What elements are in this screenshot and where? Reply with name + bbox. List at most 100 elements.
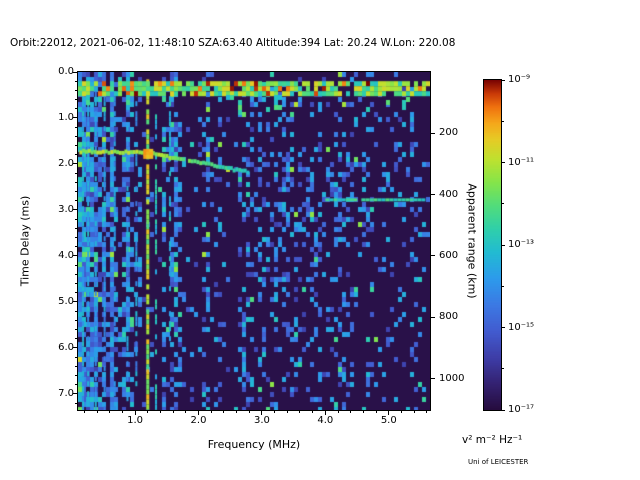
y-minor-tick-mark xyxy=(75,191,77,193)
y-minor-tick-mark xyxy=(75,292,77,294)
x-minor-tick-mark xyxy=(413,411,415,413)
colorbar-minor-tick-mark xyxy=(502,203,504,205)
y-tick-label: 6.0 xyxy=(58,341,74,353)
x-minor-tick-mark xyxy=(109,411,111,413)
colorbar-units-label: v² m⁻² Hz⁻¹ xyxy=(462,434,523,446)
x-minor-tick-mark xyxy=(426,411,428,413)
range-tick-mark xyxy=(431,378,435,380)
y-minor-tick-mark xyxy=(75,181,77,183)
y-tick-mark xyxy=(73,71,77,73)
y-minor-tick-mark xyxy=(75,375,77,376)
x-tick-mark xyxy=(324,411,326,415)
y-minor-tick-mark xyxy=(75,172,77,174)
range-tick-label: 1000 xyxy=(439,372,465,384)
x-minor-tick-mark xyxy=(147,411,149,413)
x-tick-mark xyxy=(134,411,136,415)
x-minor-tick-mark xyxy=(350,411,352,413)
colorbar-minor-tick-mark xyxy=(502,285,504,287)
y-minor-tick-mark xyxy=(75,402,77,404)
y-minor-tick-mark xyxy=(75,283,77,285)
x-minor-tick-mark xyxy=(274,411,276,413)
spectrogram-canvas xyxy=(77,71,431,411)
colorbar-tick-mark xyxy=(502,327,505,328)
range-tick-mark xyxy=(431,255,435,257)
colorbar-tick-label: 10⁻⁹ xyxy=(508,74,531,85)
colorbar-tick-label: 10⁻¹³ xyxy=(508,239,535,250)
x-axis-label: Frequency (MHz) xyxy=(207,438,301,451)
colorbar-tick-mark xyxy=(502,79,505,81)
y-tick-mark xyxy=(73,117,77,119)
y-minor-tick-mark xyxy=(75,99,77,101)
y-minor-tick-mark xyxy=(75,273,77,275)
y-minor-tick-mark xyxy=(75,108,77,110)
y-minor-tick-mark xyxy=(75,237,77,239)
y-minor-tick-mark xyxy=(75,264,77,266)
x-tick-mark xyxy=(388,411,390,415)
y-tick-label: 0.0 xyxy=(58,66,74,77)
x-minor-tick-mark xyxy=(96,411,98,413)
x-tick-mark xyxy=(261,411,263,415)
range-tick-mark xyxy=(431,132,435,134)
y-tick-mark xyxy=(73,301,77,303)
y-tick-label: 2.0 xyxy=(58,157,74,169)
y-minor-tick-mark xyxy=(75,310,77,312)
x-minor-tick-mark xyxy=(236,411,238,413)
y-axis-label-right: Apparent range (km) xyxy=(465,183,479,299)
colorbar-tick-label: 10⁻¹⁷ xyxy=(508,404,535,415)
range-tick-label: 200 xyxy=(439,127,459,139)
x-minor-tick-mark xyxy=(400,411,402,413)
x-tick-label: 2.0 xyxy=(190,415,207,426)
colorbar-tick-mark xyxy=(502,244,505,246)
y-axis-label-left: Time Delay (ms) xyxy=(18,195,32,287)
x-minor-tick-mark xyxy=(210,411,212,413)
colorbar-tick-label: 10⁻¹⁵ xyxy=(508,321,535,333)
y-minor-tick-mark xyxy=(75,80,77,82)
y-tick-label: 4.0 xyxy=(58,249,74,261)
y-minor-tick-mark xyxy=(75,89,77,91)
plot-title: Orbit:22012, 2021-06-02, 11:48:10 SZA:63… xyxy=(10,37,456,49)
y-minor-tick-mark xyxy=(75,365,77,367)
x-tick-label: 4.0 xyxy=(317,415,334,426)
y-minor-tick-mark xyxy=(75,154,77,156)
y-minor-tick-mark xyxy=(75,246,77,248)
x-minor-tick-mark xyxy=(248,411,250,413)
x-tick-label: 3.0 xyxy=(253,415,270,426)
colorbar xyxy=(483,79,502,411)
colorbar-minor-tick-mark xyxy=(502,368,504,370)
y-tick-mark xyxy=(73,209,77,211)
y-tick-mark xyxy=(73,347,77,349)
x-minor-tick-mark xyxy=(185,411,187,413)
y-minor-tick-mark xyxy=(75,135,77,137)
y-minor-tick-mark xyxy=(75,145,77,147)
y-tick-mark xyxy=(73,163,77,165)
colorbar-tick-mark xyxy=(502,162,505,163)
y-minor-tick-mark xyxy=(75,329,77,331)
y-tick-mark xyxy=(73,255,77,257)
x-tick-label: 1.0 xyxy=(127,415,144,426)
x-minor-tick-mark xyxy=(375,411,377,413)
colorbar-tick-mark xyxy=(502,409,505,411)
x-minor-tick-mark xyxy=(312,411,314,413)
y-minor-tick-mark xyxy=(75,218,77,220)
y-minor-tick-mark xyxy=(75,384,77,386)
x-minor-tick-mark xyxy=(223,411,225,413)
y-minor-tick-mark xyxy=(75,319,77,321)
colorbar-tick-label: 10⁻¹¹ xyxy=(508,156,535,168)
y-tick-label: 5.0 xyxy=(58,295,74,307)
x-tick-mark xyxy=(198,411,199,415)
y-minor-tick-mark xyxy=(75,338,77,340)
x-minor-tick-mark xyxy=(286,411,288,413)
y-tick-label: 7.0 xyxy=(58,387,74,399)
x-minor-tick-mark xyxy=(337,411,339,413)
colorbar-minor-tick-mark xyxy=(502,120,504,122)
x-minor-tick-mark xyxy=(121,411,123,413)
x-minor-tick-mark xyxy=(159,411,161,413)
y-minor-tick-mark xyxy=(75,126,77,128)
y-minor-tick-mark xyxy=(75,227,77,229)
y-tick-label: 1.0 xyxy=(58,111,74,123)
range-tick-mark xyxy=(431,194,435,196)
credit-text: Uni of LEICESTER xyxy=(468,458,529,466)
y-minor-tick-mark xyxy=(75,356,77,358)
y-tick-mark xyxy=(73,393,77,395)
y-minor-tick-mark xyxy=(75,200,77,202)
